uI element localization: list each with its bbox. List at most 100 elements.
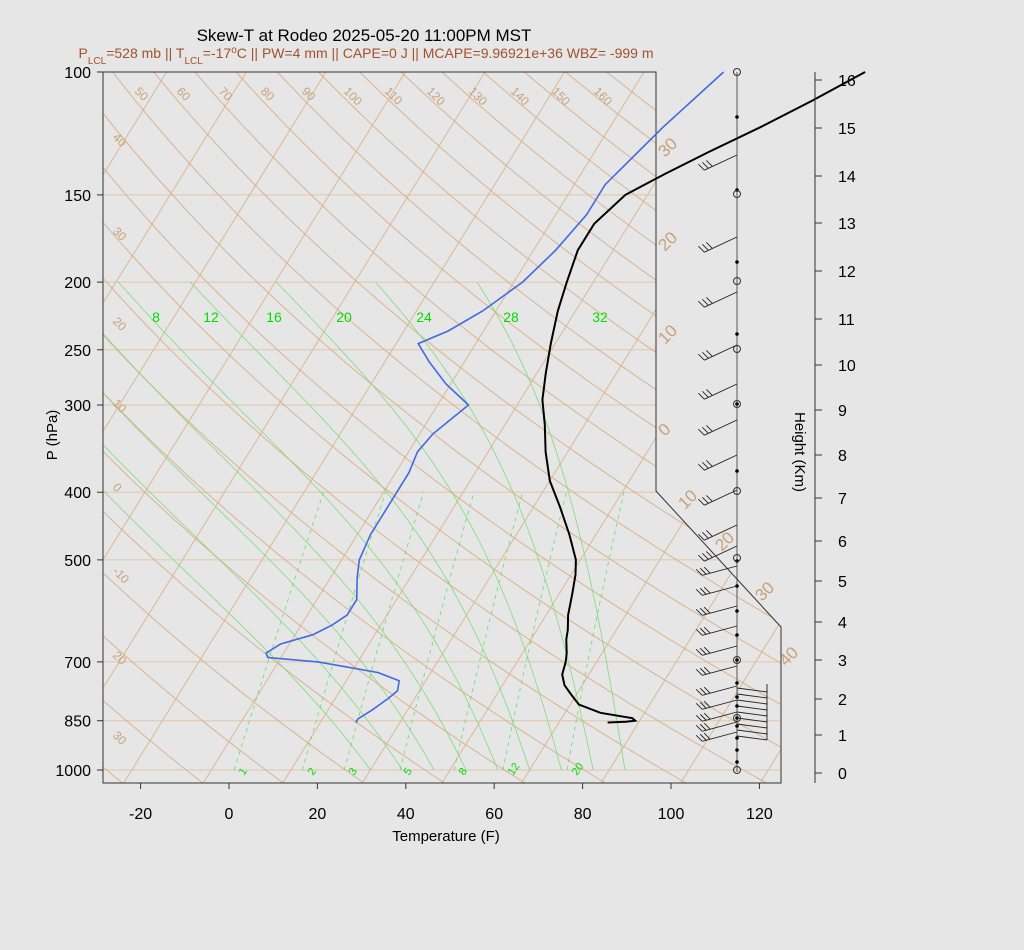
wind-barb-flag xyxy=(702,162,709,169)
wind-level-dot xyxy=(735,609,739,613)
wind-barb-flag xyxy=(698,428,705,436)
calm-wind-circle xyxy=(733,656,741,664)
moist-adiabat xyxy=(103,281,435,771)
wind-barb-shaft xyxy=(736,723,768,729)
wind-barb xyxy=(695,565,738,576)
wind-barb-flag xyxy=(703,686,711,694)
wind-barb-flag xyxy=(706,551,713,558)
wind-barb-flag xyxy=(703,606,711,614)
p-tick-label: 1000 xyxy=(55,763,91,780)
wind-barb-flag xyxy=(695,724,703,732)
y2-axis-title: Height (Km) xyxy=(791,412,808,492)
wind-barb-flag xyxy=(698,245,705,253)
wind-barb-flag xyxy=(699,647,707,655)
p-tick-label: 300 xyxy=(64,398,91,415)
dry-adiabat xyxy=(103,72,448,783)
wind-level-dot xyxy=(735,115,739,119)
wind-barb-shaft xyxy=(702,585,738,596)
height-tick-label: 8 xyxy=(838,448,847,465)
dry-adiabat xyxy=(103,72,781,783)
x-axis-title: Temperature (F) xyxy=(392,828,500,845)
wind-barb-shaft xyxy=(736,693,768,699)
wind-barb xyxy=(695,665,738,676)
wind-barb xyxy=(698,419,738,436)
dry-adiabat xyxy=(103,72,781,783)
wind-barb-flag xyxy=(695,568,703,576)
x-tick-label: 20 xyxy=(309,806,327,823)
wind-barb-shaft xyxy=(702,699,738,710)
wind-barb xyxy=(695,625,738,636)
moist-adiabat xyxy=(103,281,403,771)
isotherm-line xyxy=(201,72,665,783)
wind-barb-flag xyxy=(702,244,709,251)
moist-adiabat xyxy=(476,281,626,771)
height-tick-label: 0 xyxy=(838,766,847,783)
wind-barb-flag xyxy=(703,722,711,730)
isotherm-line xyxy=(599,72,781,783)
dry-adiabat xyxy=(103,72,528,783)
p-tick-label: 500 xyxy=(64,553,91,570)
wind-level-dot xyxy=(735,695,739,699)
wind-barb xyxy=(736,732,768,741)
calm-wind-circle xyxy=(733,345,741,353)
wind-barb xyxy=(698,545,738,562)
mixing-ratio-label: 12 xyxy=(506,761,523,778)
dry-adiabat xyxy=(287,72,781,783)
moist-adiabat-label: 12 xyxy=(203,309,219,325)
mixing-ratio-label: 20 xyxy=(570,761,587,778)
height-tick-label: 10 xyxy=(838,358,856,375)
wind-barb-shaft xyxy=(702,731,738,742)
wind-barb-flag xyxy=(703,646,711,654)
wind-barb-flag xyxy=(706,530,713,537)
wind-barb-flag xyxy=(695,648,703,656)
p-tick-label: 200 xyxy=(64,275,91,292)
wind-barb-flag xyxy=(699,723,707,731)
wind-barb-flag xyxy=(706,350,713,357)
wind-barb xyxy=(698,383,738,400)
wind-barb-shaft xyxy=(736,717,768,723)
wind-barb-flag xyxy=(706,242,713,249)
p-tick-label: 700 xyxy=(64,655,91,672)
wind-barb-flag xyxy=(698,533,705,541)
wind-level-dot xyxy=(735,724,739,728)
dry-adiabat xyxy=(167,72,781,783)
isotherm-line xyxy=(122,72,585,783)
moist-adiabat-label: 32 xyxy=(592,309,608,325)
wind-barb-flag xyxy=(699,687,707,695)
wind-barb-flag xyxy=(703,586,711,594)
dewpoint-profile xyxy=(265,71,725,723)
calm-wind-circle xyxy=(733,277,741,285)
dry-adiabat xyxy=(103,72,609,783)
wind-level-dot xyxy=(735,332,739,336)
wind-barb-shaft xyxy=(702,565,738,576)
wind-barb-flag xyxy=(698,300,705,308)
moist-adiabat xyxy=(103,281,371,771)
wind-barb-flag xyxy=(698,392,705,400)
wind-barb-flag xyxy=(702,497,709,504)
wind-level-dot xyxy=(735,260,739,264)
wind-barb-flag xyxy=(695,588,703,596)
x-tick-label: 40 xyxy=(397,806,415,823)
p-tick-label: 850 xyxy=(64,714,91,731)
wind-barb-flag xyxy=(703,666,711,674)
wind-barb-shaft xyxy=(702,605,738,616)
mixing-ratio-label: 1 xyxy=(237,766,250,778)
dry-adiabat xyxy=(103,72,206,783)
plot-region xyxy=(102,71,866,784)
wind-barb-flag xyxy=(702,427,709,434)
moist-adiabat-label: 28 xyxy=(503,309,519,325)
wind-barb-flag xyxy=(702,462,709,469)
wind-barb-flag xyxy=(699,587,707,595)
wind-barb-flag xyxy=(703,626,711,634)
wind-barb xyxy=(695,585,738,596)
wind-barb-shaft xyxy=(704,344,738,361)
wind-barb-flag xyxy=(695,702,703,710)
height-tick-label: 16 xyxy=(838,73,856,90)
mixing-ratio-label: 5 xyxy=(402,766,415,778)
wind-barb xyxy=(698,454,738,471)
wind-level-dot xyxy=(735,760,739,764)
wind-barb-shaft xyxy=(736,699,768,705)
moist-adiabat xyxy=(276,281,562,771)
mixing-ratio-line xyxy=(502,492,567,771)
